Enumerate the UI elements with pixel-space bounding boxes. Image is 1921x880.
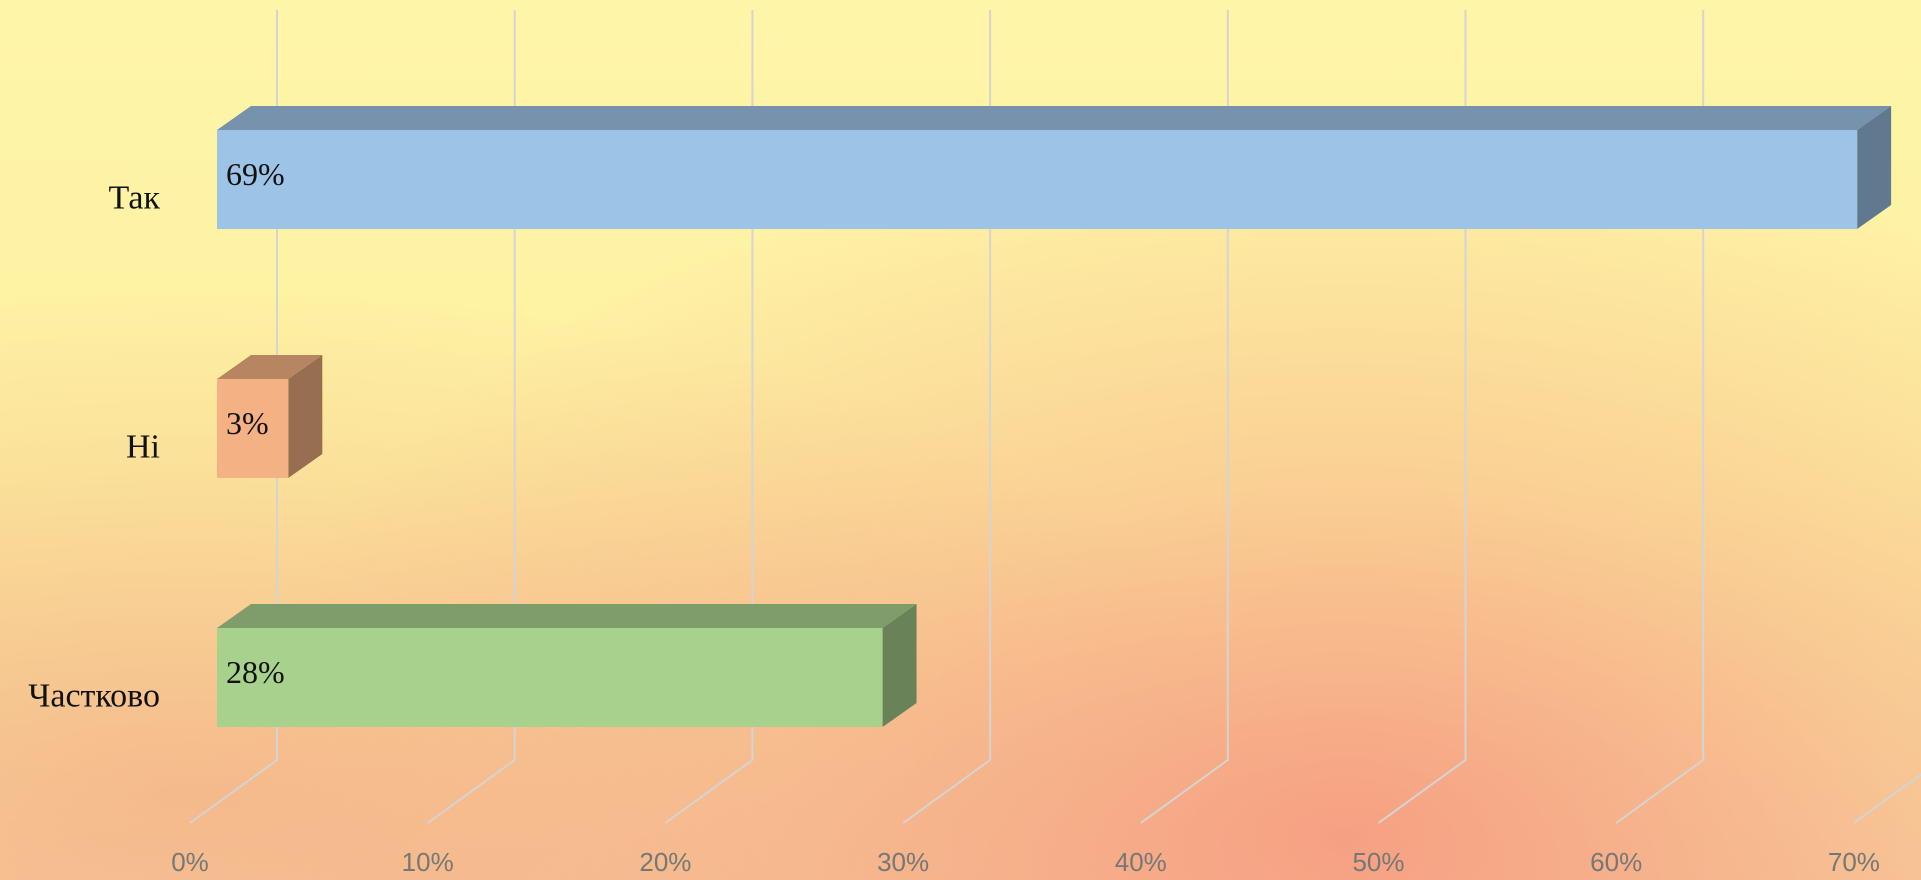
- grid-line: [1853, 773, 1921, 824]
- value-label: 3%: [226, 405, 269, 441]
- grid-line: [189, 10, 278, 824]
- x-tick-label: 0%: [171, 847, 209, 877]
- bar-top: [217, 355, 323, 379]
- grid-line: [1140, 10, 1229, 824]
- bar-top: [217, 604, 917, 628]
- x-tick-label: 70%: [1828, 847, 1880, 877]
- category-label: Частково: [28, 677, 160, 714]
- x-tick-label: 20%: [639, 847, 691, 877]
- bar-side: [882, 604, 917, 727]
- bar-top: [217, 106, 1892, 130]
- category-label: Ні: [126, 428, 160, 465]
- grid-line: [1615, 10, 1705, 824]
- category-label: Так: [108, 179, 160, 216]
- x-tick-label: 40%: [1115, 847, 1167, 877]
- grid-line: [664, 10, 754, 824]
- grid-line: [427, 10, 516, 824]
- grid-line: [902, 10, 992, 824]
- grid-line: [1377, 10, 1467, 824]
- bar: [217, 130, 1858, 229]
- bar: [217, 379, 289, 478]
- x-tick-label: 50%: [1352, 847, 1404, 877]
- x-tick-label: 30%: [877, 847, 929, 877]
- bar: [217, 628, 883, 727]
- bar-side: [288, 355, 323, 478]
- x-tick-label: 10%: [402, 847, 454, 877]
- x-tick-label: 60%: [1590, 847, 1642, 877]
- value-label: 69%: [226, 156, 285, 192]
- value-label: 28%: [226, 654, 285, 690]
- bar-side: [1857, 106, 1892, 229]
